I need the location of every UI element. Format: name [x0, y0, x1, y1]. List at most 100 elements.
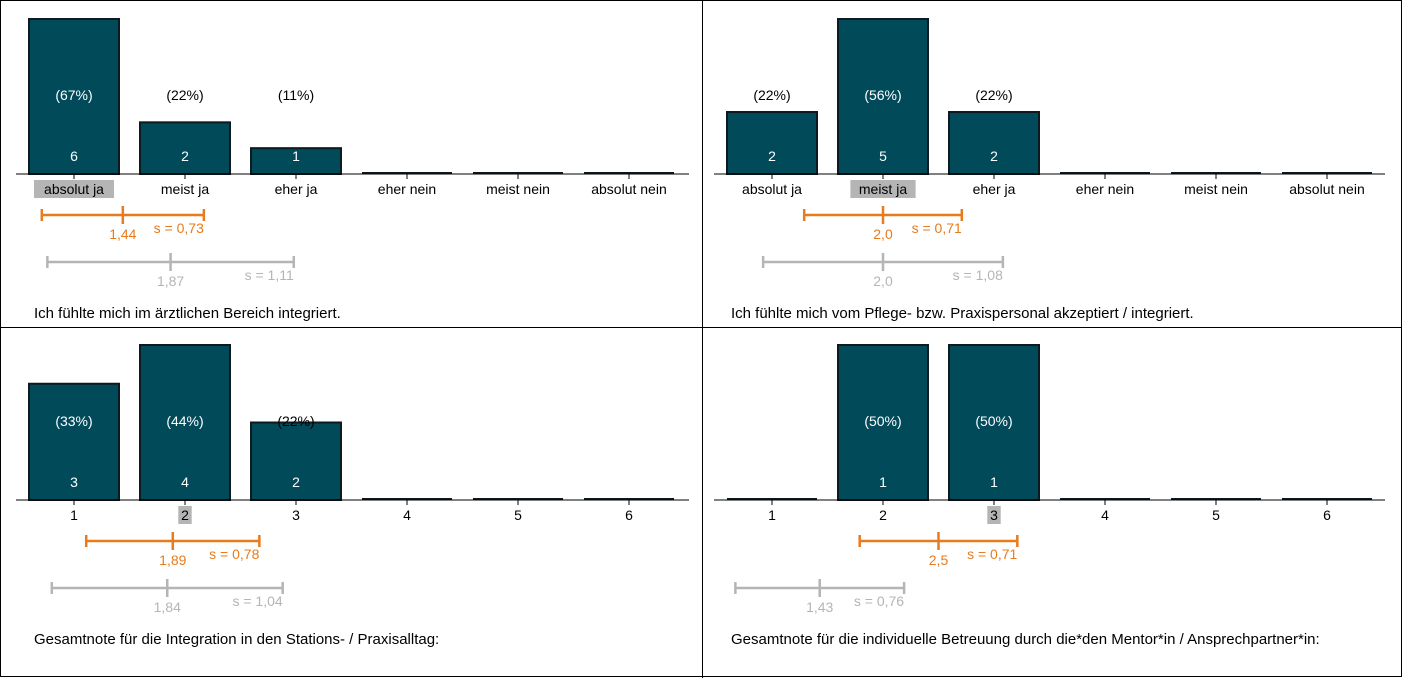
- x-tick-label: eher nein: [1076, 181, 1134, 197]
- x-tick-label: eher nein: [378, 181, 436, 197]
- reference-interval: [50, 579, 284, 597]
- bar: [837, 18, 929, 175]
- bar-percent-label: (22%): [166, 87, 203, 103]
- bar: [28, 382, 120, 501]
- x-tick-label: absolut ja: [44, 181, 104, 197]
- bar: [1282, 172, 1372, 174]
- bar-count-label: 2: [990, 148, 998, 164]
- reference-value-label: 2,0: [873, 273, 893, 289]
- bar-count-label: 1: [879, 474, 887, 490]
- bar: [1282, 498, 1372, 500]
- mean-sd-label: s = 0,73: [154, 220, 204, 236]
- highlight-marker: [987, 506, 1001, 524]
- bar-percent-label: (56%): [864, 87, 901, 103]
- x-tick-label: eher ja: [973, 181, 1016, 197]
- bar-chart-3: 3 (33%) 4 (44%) 2 (22%) 1 2 3 4 5 6 1,89 s = 0,78 1,84…: [16, 344, 689, 615]
- mean-interval: [858, 532, 1019, 550]
- bar: [139, 121, 231, 176]
- bar-count-label: 3: [70, 474, 78, 490]
- bar: [837, 344, 929, 501]
- chart-caption: Ich fühlte mich vom Pflege- bzw. Praxisp…: [731, 305, 1194, 322]
- bar-percent-label: (44%): [166, 413, 203, 429]
- mean-sd-label: s = 0,71: [967, 546, 1017, 562]
- chart-caption: Gesamtnote für die Integration in den St…: [34, 631, 440, 648]
- x-tick-label: 6: [625, 507, 633, 523]
- bar-count-label: 5: [879, 148, 887, 164]
- x-tick-label: absolut nein: [1289, 181, 1365, 197]
- x-tick-label: 1: [768, 507, 776, 523]
- bar-count-label: 4: [181, 474, 189, 490]
- x-tick-label: 4: [403, 507, 411, 523]
- chart-caption: Gesamtnote für die individuelle Betreuun…: [731, 631, 1320, 648]
- reference-value-label: 1,87: [157, 273, 184, 289]
- mean-value-label: 2,0: [873, 226, 893, 242]
- bar-percent-label: (33%): [55, 413, 92, 429]
- reference-value-label: 1,84: [154, 599, 181, 615]
- bar-chart-2: 2 (22%) 5 (56%) 2 (22%) absolut ja meist ja eher…: [714, 18, 1385, 289]
- bar: [948, 344, 1040, 501]
- highlight-marker: [34, 180, 114, 198]
- reference-sd-label: s = 1,04: [232, 593, 282, 609]
- bar-count-label: 2: [181, 148, 189, 164]
- x-tick-label: 1: [70, 507, 78, 523]
- bar-count-label: 2: [768, 148, 776, 164]
- bar: [727, 498, 817, 500]
- chart-caption: Ich fühlte mich im ärztlichen Bereich in…: [34, 305, 341, 322]
- x-tick-label: 3: [990, 507, 998, 523]
- bar: [250, 421, 342, 501]
- x-tick-label: absolut ja: [742, 181, 802, 197]
- x-tick-label: 6: [1323, 507, 1331, 523]
- bar-chart-1: 6 (67%) 2 (22%) 1 (11%) absolut ja meist ja eher…: [16, 18, 689, 289]
- x-tick-label: absolut nein: [591, 181, 667, 197]
- bar: [28, 18, 120, 175]
- bar: [473, 172, 563, 174]
- bar: [139, 344, 231, 501]
- bar: [584, 172, 674, 174]
- x-tick-label: 5: [1212, 507, 1220, 523]
- mean-interval: [84, 532, 261, 550]
- chart-panel-3: 3 (33%) 4 (44%) 2 (22%) 1 2 3 4 5 6 1,89 s = 0,78 1,84…: [1, 327, 702, 678]
- bar-percent-label: (22%): [753, 87, 790, 103]
- bar: [1171, 172, 1261, 174]
- bar: [948, 111, 1040, 175]
- x-tick-label: 2: [181, 507, 189, 523]
- chart-panel-4: 1 (50%) 1 (50%) 1 2 3 4 5 6 2,5 s = 0,71 1,43 s = 0,7…: [702, 327, 1402, 678]
- reference-sd-label: s = 0,76: [854, 593, 904, 609]
- mean-value-label: 1,89: [159, 552, 186, 568]
- mean-value-label: 1,44: [109, 226, 136, 242]
- bar: [1060, 172, 1150, 174]
- bar: [362, 172, 452, 174]
- bar-count-label: 1: [990, 474, 998, 490]
- x-tick-label: 3: [292, 507, 300, 523]
- reference-interval: [734, 579, 906, 597]
- x-tick-label: 4: [1101, 507, 1109, 523]
- bar: [362, 498, 452, 500]
- x-tick-label: 5: [514, 507, 522, 523]
- bar: [584, 498, 674, 500]
- bar-percent-label: (11%): [278, 87, 314, 103]
- chart-panel-2: 2 (22%) 5 (56%) 2 (22%) absolut ja meist ja eher…: [702, 1, 1402, 327]
- x-tick-label: meist nein: [486, 181, 550, 197]
- bar: [726, 111, 818, 175]
- grid-divider-horizontal: [1, 327, 1402, 328]
- bar-percent-label: (50%): [975, 413, 1012, 429]
- chart-panel-1: 6 (67%) 2 (22%) 1 (11%) absolut ja meist ja eher…: [1, 1, 702, 327]
- bar-percent-label: (22%): [277, 413, 314, 429]
- x-tick-label: meist ja: [859, 181, 907, 197]
- bar-count-label: 2: [292, 474, 300, 490]
- x-tick-label: meist ja: [161, 181, 209, 197]
- grid-divider-vertical: [702, 1, 703, 678]
- bar-percent-label: (67%): [55, 87, 92, 103]
- mean-interval: [802, 206, 964, 224]
- bar-count-label: 6: [70, 148, 78, 164]
- x-tick-label: meist nein: [1184, 181, 1248, 197]
- reference-sd-label: s = 1,11: [245, 267, 294, 283]
- highlight-marker: [178, 506, 192, 524]
- bar-percent-label: (50%): [864, 413, 901, 429]
- bar-count-label: 1: [292, 148, 300, 164]
- x-tick-label: eher ja: [275, 181, 318, 197]
- bar: [1171, 498, 1261, 500]
- reference-sd-label: s = 1,08: [953, 267, 1003, 283]
- x-tick-label: 2: [879, 507, 887, 523]
